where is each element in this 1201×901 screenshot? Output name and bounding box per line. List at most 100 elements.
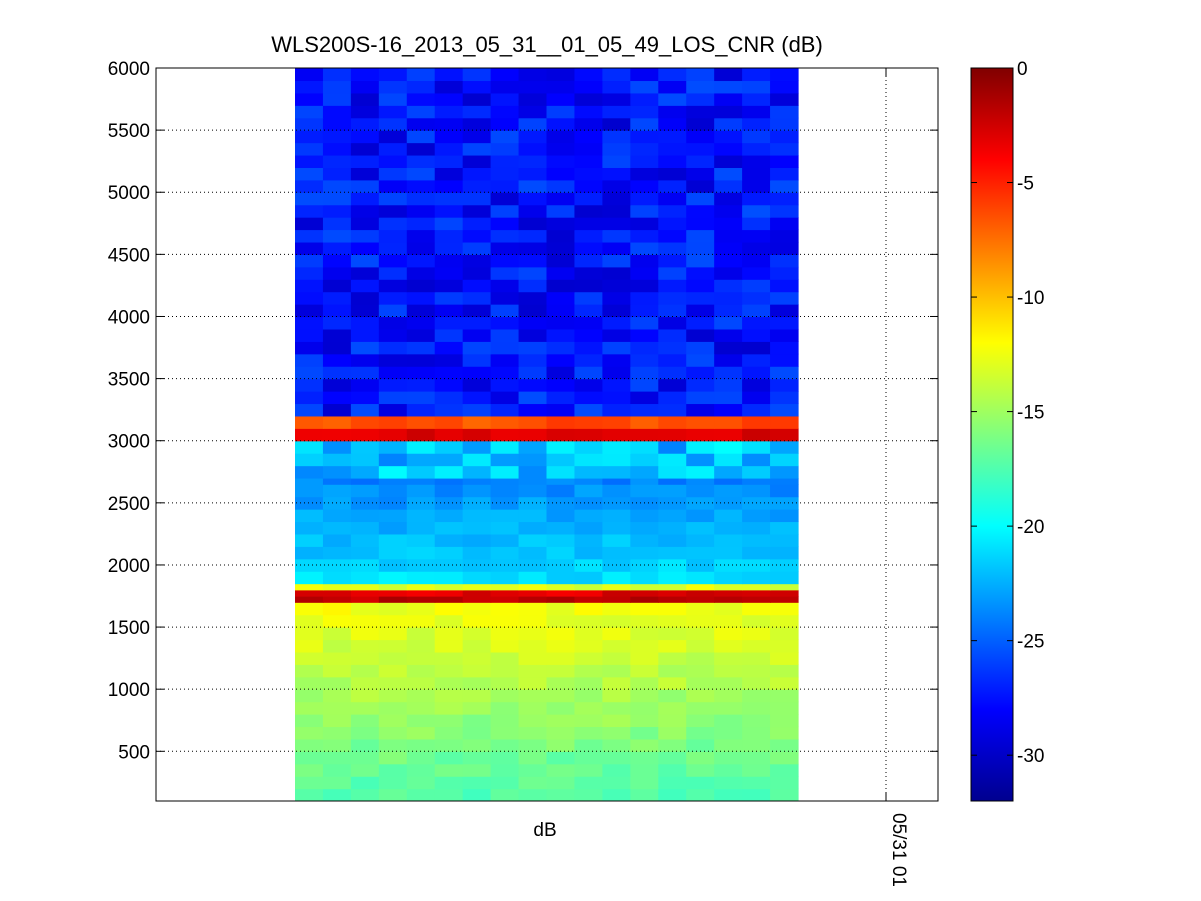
heatmap-cell	[686, 80, 715, 94]
heatmap-cell	[770, 415, 799, 429]
heatmap-cell	[434, 726, 464, 740]
heatmap-cell	[295, 571, 324, 585]
heatmap-cell	[574, 477, 603, 485]
heatmap-cell	[378, 328, 408, 342]
heatmap-cell	[295, 316, 324, 330]
y-tick-label: 5000	[108, 183, 150, 204]
heatmap-cell	[490, 776, 520, 790]
heatmap-cell	[490, 763, 520, 777]
heatmap-cell	[630, 453, 659, 467]
heatmap-cell	[462, 279, 492, 293]
heatmap-cell	[686, 676, 715, 690]
heatmap-cell	[490, 92, 520, 106]
heatmap-cell	[490, 117, 520, 131]
heatmap-cell	[490, 521, 520, 535]
heatmap-cell	[434, 291, 464, 305]
heatmap-cell	[406, 627, 436, 641]
heatmap-cell	[770, 167, 799, 181]
heatmap-cell	[770, 254, 799, 268]
heatmap-cell	[490, 378, 520, 392]
heatmap-cell	[658, 80, 687, 94]
heatmap-cell	[770, 92, 799, 106]
heatmap-cell	[406, 676, 436, 690]
heatmap-cell	[658, 751, 687, 765]
heatmap-cell	[574, 254, 603, 268]
heatmap-cell	[686, 266, 715, 280]
heatmap-cell	[574, 92, 603, 106]
heatmap-cell	[462, 751, 492, 765]
heatmap-cell	[742, 304, 771, 318]
heatmap-cell	[630, 316, 659, 330]
heatmap-cell	[770, 279, 799, 293]
heatmap-cell	[462, 403, 492, 417]
heatmap-cell	[602, 701, 631, 715]
heatmap-cell	[295, 484, 324, 498]
heatmap-cell	[322, 105, 352, 119]
heatmap-cell	[546, 788, 576, 801]
heatmap-cell	[378, 179, 408, 193]
heatmap-cell	[490, 726, 520, 740]
heatmap-cell	[462, 465, 492, 479]
heatmap-cell	[602, 217, 631, 231]
heatmap-cell	[630, 639, 659, 653]
heatmap-cell	[742, 378, 771, 392]
heatmap-cell	[378, 558, 408, 572]
heatmap-cell	[490, 627, 520, 641]
heatmap-cell	[462, 676, 492, 690]
heatmap-cell	[602, 602, 631, 616]
y-tick-label: 6000	[108, 59, 150, 80]
heatmap-cell	[350, 484, 380, 498]
heatmap-cell	[602, 167, 631, 181]
heatmap-cell	[490, 217, 520, 231]
heatmap-cell	[518, 676, 548, 690]
heatmap-cell	[350, 465, 380, 479]
heatmap-cell	[406, 353, 436, 367]
heatmap-cell	[630, 701, 659, 715]
heatmap-cell	[295, 366, 324, 380]
heatmap-cell	[378, 229, 408, 243]
heatmap-cell	[658, 776, 687, 790]
heatmap-cell	[378, 341, 408, 355]
heatmap-cell	[490, 154, 520, 168]
heatmap-cell	[658, 316, 687, 330]
heatmap-cell	[714, 714, 743, 728]
heatmap-cell	[546, 142, 576, 156]
heatmap-cell	[434, 229, 464, 243]
heatmap-cell	[770, 341, 799, 355]
heatmap-cell	[546, 726, 576, 740]
heatmap-cell	[714, 291, 743, 305]
heatmap-cell	[350, 391, 380, 405]
heatmap-cell	[490, 465, 520, 479]
heatmap-cell	[490, 229, 520, 243]
heatmap-cell	[406, 558, 436, 572]
heatmap-cell	[322, 316, 352, 330]
heatmap-cell	[434, 484, 464, 498]
heatmap-cell	[742, 751, 771, 765]
heatmap-cell	[602, 391, 631, 405]
heatmap-cell	[658, 428, 687, 442]
heatmap-cell	[434, 68, 464, 82]
heatmap-cell	[658, 217, 687, 231]
heatmap-cell	[770, 453, 799, 467]
heatmap-cell	[322, 117, 352, 131]
heatmap-cell	[406, 651, 436, 665]
heatmap-cell	[350, 291, 380, 305]
heatmap-cell	[742, 776, 771, 790]
heatmap-cell	[686, 521, 715, 535]
heatmap-cell	[322, 403, 352, 417]
heatmap-cell	[518, 92, 548, 106]
heatmap-cell	[686, 204, 715, 218]
heatmap-cell	[350, 428, 380, 442]
heatmap-cell	[378, 788, 408, 801]
heatmap-cell	[574, 304, 603, 318]
heatmap-cell	[574, 204, 603, 218]
heatmap-cell	[574, 291, 603, 305]
heatmap-cell	[714, 92, 743, 106]
heatmap-cell	[462, 142, 492, 156]
heatmap-cell	[686, 279, 715, 293]
heatmap-cell	[434, 403, 464, 417]
heatmap-cell	[742, 453, 771, 467]
heatmap-cell	[295, 92, 324, 106]
heatmap-cell	[378, 776, 408, 790]
heatmap-cell	[770, 509, 799, 523]
